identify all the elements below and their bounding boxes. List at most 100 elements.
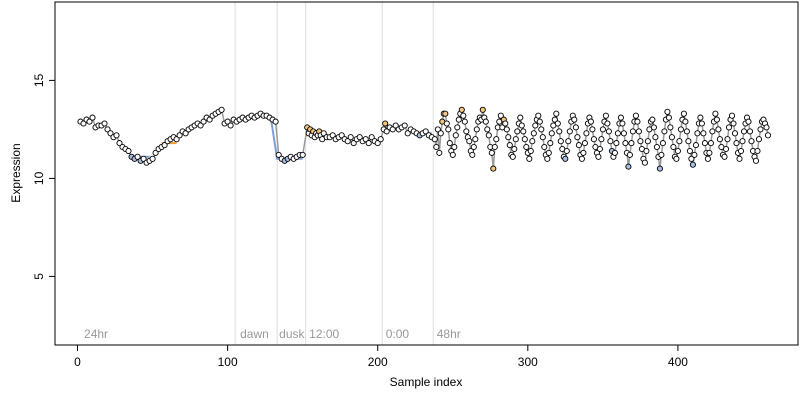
plot-frame: [54, 1, 799, 346]
data-point: [694, 130, 701, 137]
data-point: [725, 124, 733, 131]
data-point: [551, 116, 558, 123]
data-point: [329, 132, 336, 139]
x-tick-label: 400: [668, 355, 688, 369]
data-point: [688, 155, 695, 162]
data-point: [682, 118, 689, 125]
data-point: [490, 165, 497, 172]
data-point: [548, 130, 555, 137]
data-point: [514, 128, 521, 135]
data-point: [538, 126, 545, 133]
data-point: [547, 140, 554, 147]
data-point: [755, 136, 763, 143]
data-point: [449, 151, 456, 158]
data-point: [116, 140, 123, 147]
data-point: [706, 149, 713, 156]
data-point: [721, 153, 728, 160]
data-point: [653, 143, 660, 151]
data-point: [152, 149, 159, 156]
data-point: [635, 128, 642, 135]
x-axis-label: Sample index: [390, 375, 463, 389]
data-point: [433, 143, 440, 151]
data-point: [488, 149, 495, 156]
data-point: [347, 134, 354, 141]
data-point: [697, 114, 704, 121]
data-point: [628, 140, 635, 147]
data-point: [401, 122, 408, 129]
data-point: [589, 126, 596, 133]
data-point: [736, 155, 743, 162]
data-point: [86, 118, 93, 125]
data-point: [659, 140, 666, 147]
data-point: [512, 136, 519, 143]
data-point: [506, 142, 513, 149]
data-point: [563, 147, 570, 155]
data-point: [731, 130, 739, 137]
data-point: [698, 120, 705, 127]
data-point: [469, 151, 476, 158]
data-point: [479, 106, 486, 113]
data-point: [125, 147, 132, 155]
y-tick-label: 10: [32, 171, 46, 185]
data-points: [77, 106, 772, 172]
data-point: [617, 114, 624, 121]
data-point: [446, 140, 453, 147]
data-point: [443, 120, 450, 127]
segment-annotation: 12:00: [309, 327, 339, 341]
segment-annotation: 24hr: [84, 327, 108, 341]
data-point: [562, 155, 569, 162]
data-point: [80, 120, 87, 127]
data-point: [670, 143, 677, 151]
data-point: [530, 130, 537, 137]
data-point: [739, 138, 746, 145]
data-point: [605, 128, 612, 135]
data-point: [637, 138, 644, 145]
data-point: [581, 140, 588, 147]
data-point: [632, 112, 639, 119]
data-point: [472, 136, 479, 143]
data-point: [649, 116, 656, 123]
data-point: [607, 138, 614, 145]
data-point: [502, 120, 509, 127]
data-point: [392, 122, 399, 129]
data-point: [206, 116, 213, 123]
data-point: [470, 143, 477, 151]
data-point: [431, 136, 438, 143]
data-point: [596, 145, 603, 153]
data-point: [685, 138, 692, 145]
data-point: [491, 143, 498, 151]
data-point: [383, 128, 390, 135]
data-point: [689, 161, 696, 168]
data-point: [539, 134, 546, 141]
data-point: [667, 124, 674, 131]
data-point: [571, 116, 578, 123]
data-point: [686, 147, 693, 155]
data-point: [434, 126, 441, 133]
data-point: [350, 140, 357, 147]
data-point: [89, 114, 96, 121]
data-point: [554, 120, 561, 127]
data-point: [553, 110, 560, 117]
data-point: [641, 159, 648, 166]
data-point: [730, 120, 737, 127]
data-point: [493, 136, 500, 143]
y-tick-label: 5: [32, 273, 46, 280]
data-point: [356, 134, 363, 141]
data-point: [595, 153, 602, 160]
data-point: [455, 116, 462, 123]
data-point: [527, 147, 534, 155]
data-point: [629, 128, 636, 135]
data-point: [661, 128, 668, 135]
data-point: [598, 136, 605, 143]
data-point: [140, 155, 147, 162]
data-point: [509, 153, 516, 160]
data-point: [707, 140, 714, 147]
data-point: [754, 147, 761, 155]
data-point: [526, 155, 533, 162]
data-point: [626, 151, 633, 158]
data-point: [574, 134, 581, 141]
data-point: [107, 130, 114, 137]
data-point: [545, 149, 552, 156]
data-point: [517, 114, 524, 121]
